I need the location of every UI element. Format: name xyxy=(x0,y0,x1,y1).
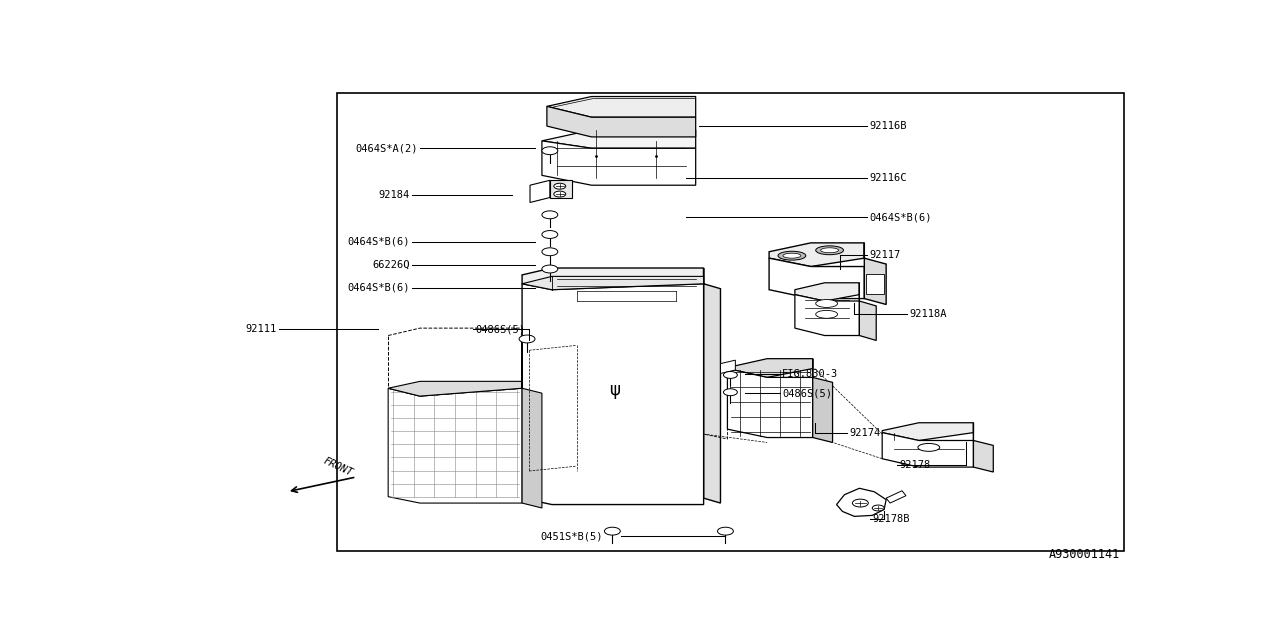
Polygon shape xyxy=(795,283,859,301)
Text: 92178: 92178 xyxy=(899,460,931,470)
Text: 92174: 92174 xyxy=(850,428,881,438)
Polygon shape xyxy=(859,283,877,340)
Circle shape xyxy=(541,230,558,239)
Polygon shape xyxy=(522,335,541,508)
Circle shape xyxy=(541,211,558,219)
Polygon shape xyxy=(522,276,704,290)
Circle shape xyxy=(604,527,621,535)
Text: FIG.830-3: FIG.830-3 xyxy=(782,369,838,379)
Polygon shape xyxy=(886,491,906,503)
Circle shape xyxy=(554,183,566,189)
Polygon shape xyxy=(882,433,973,467)
Text: 92178B: 92178B xyxy=(872,515,910,524)
Text: 92116B: 92116B xyxy=(869,121,906,131)
Circle shape xyxy=(520,335,535,343)
Circle shape xyxy=(541,265,558,273)
Polygon shape xyxy=(837,488,886,516)
Polygon shape xyxy=(864,243,886,305)
Circle shape xyxy=(541,147,558,155)
Ellipse shape xyxy=(783,253,801,258)
Polygon shape xyxy=(867,274,884,294)
Text: A930001141: A930001141 xyxy=(1050,548,1120,561)
Text: 0486S(5): 0486S(5) xyxy=(782,388,832,398)
Circle shape xyxy=(554,191,566,197)
Circle shape xyxy=(872,505,884,511)
Text: 0486S(5): 0486S(5) xyxy=(475,324,526,334)
Text: 0464S*B(6): 0464S*B(6) xyxy=(347,283,410,292)
Polygon shape xyxy=(704,268,721,503)
Ellipse shape xyxy=(815,310,837,318)
Polygon shape xyxy=(541,130,696,148)
Polygon shape xyxy=(550,180,572,198)
Text: 0451S*B(5): 0451S*B(5) xyxy=(540,531,603,541)
Polygon shape xyxy=(769,243,864,266)
Polygon shape xyxy=(721,360,735,374)
Polygon shape xyxy=(882,423,973,440)
Polygon shape xyxy=(388,381,522,396)
Polygon shape xyxy=(547,97,696,117)
Polygon shape xyxy=(973,423,993,472)
Polygon shape xyxy=(795,294,859,335)
Text: FRONT: FRONT xyxy=(321,456,355,479)
Text: 92111: 92111 xyxy=(246,324,276,334)
Ellipse shape xyxy=(778,252,806,260)
Polygon shape xyxy=(727,358,813,378)
Ellipse shape xyxy=(815,300,837,307)
Ellipse shape xyxy=(918,444,940,451)
Circle shape xyxy=(718,527,733,535)
Ellipse shape xyxy=(820,248,838,253)
Text: 0464S*A(2): 0464S*A(2) xyxy=(356,143,417,153)
Circle shape xyxy=(541,248,558,256)
Circle shape xyxy=(852,499,868,507)
Text: 92117: 92117 xyxy=(869,250,901,260)
Text: ψ: ψ xyxy=(609,381,620,399)
Circle shape xyxy=(723,371,737,378)
Polygon shape xyxy=(522,268,704,290)
Text: 92116C: 92116C xyxy=(869,173,906,183)
Text: 0464S*B(6): 0464S*B(6) xyxy=(347,237,410,247)
Text: 0464S*B(6): 0464S*B(6) xyxy=(869,212,932,222)
Polygon shape xyxy=(547,106,696,137)
Circle shape xyxy=(723,388,737,396)
Polygon shape xyxy=(813,358,832,442)
Ellipse shape xyxy=(815,246,844,255)
Polygon shape xyxy=(530,180,550,202)
Polygon shape xyxy=(727,369,813,438)
Polygon shape xyxy=(541,141,696,185)
Text: 66226Q: 66226Q xyxy=(372,260,410,270)
Polygon shape xyxy=(769,258,864,298)
Polygon shape xyxy=(388,388,522,503)
Text: 92118A: 92118A xyxy=(909,309,946,319)
Polygon shape xyxy=(522,284,704,504)
Bar xyxy=(337,93,1124,551)
Text: 92184: 92184 xyxy=(379,190,410,200)
